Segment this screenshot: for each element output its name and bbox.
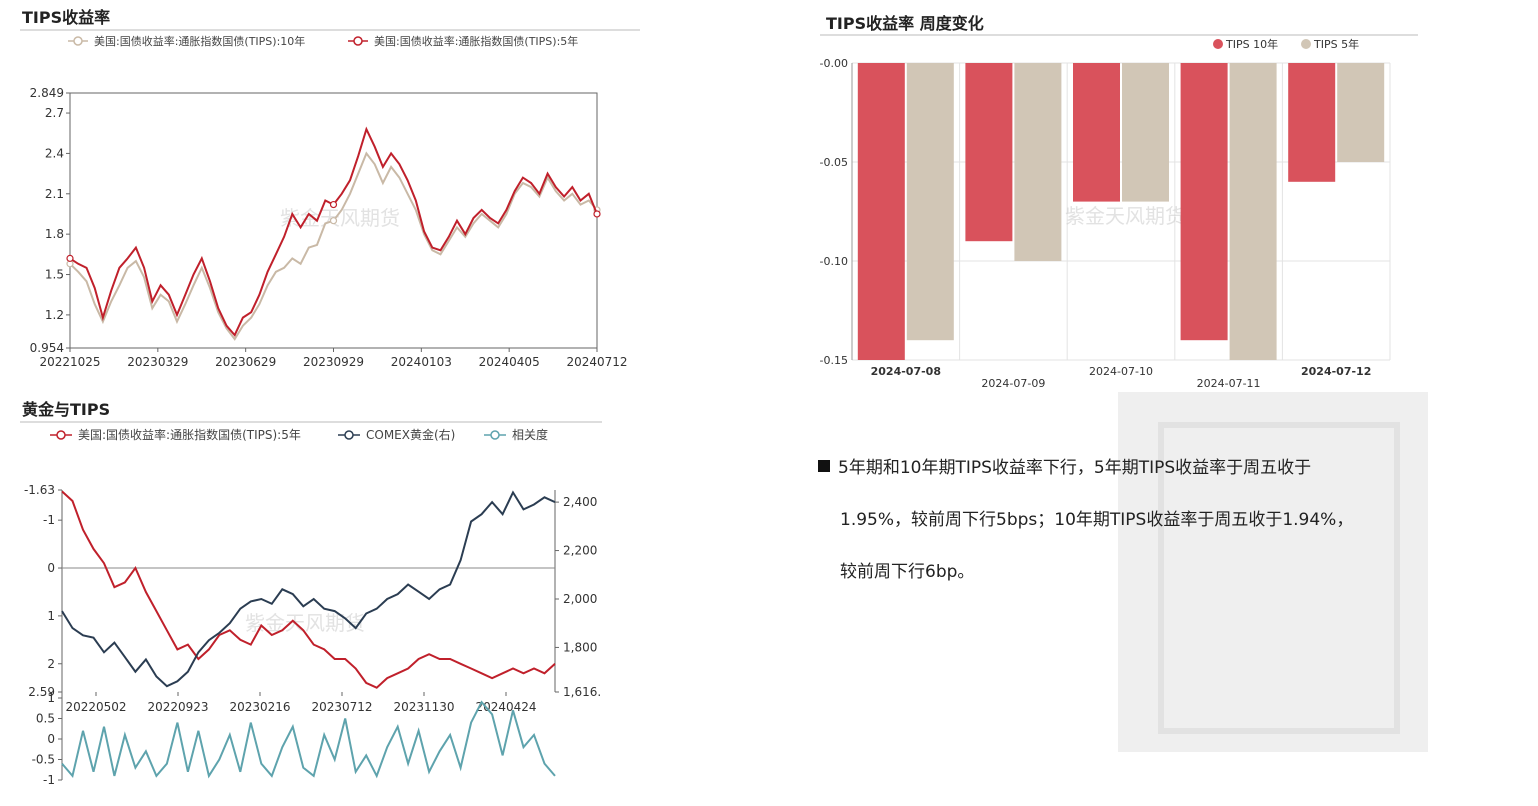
bar-tips10 — [857, 63, 905, 360]
x-tick-label: 20240712 — [566, 355, 627, 369]
legend-marker-gold — [344, 430, 354, 440]
x-tick-label: 2024-07-08 — [871, 365, 941, 378]
series-point-five_year — [329, 200, 338, 209]
series-point-five_year — [66, 254, 74, 262]
x-tick-label: 20230712 — [311, 700, 372, 714]
panel-title-weekly-change: TIPS收益率 周度变化 — [826, 14, 984, 33]
bar-tips5 — [1122, 63, 1169, 202]
bar-tips5 — [906, 63, 954, 341]
legend-marker-tips10 — [1213, 39, 1223, 49]
bar-tips10 — [1073, 63, 1120, 202]
corr-tick-label: -0.5 — [32, 753, 55, 767]
left-tick-label: 2.59 — [28, 685, 55, 699]
y-tick-label: 0.954 — [30, 341, 64, 355]
legend-label-tips10: TIPS 10年 — [1225, 37, 1278, 51]
x-tick-label: 20230329 — [127, 355, 188, 369]
y-tick-label: 1.8 — [45, 227, 64, 241]
x-tick-label: 20230929 — [303, 355, 364, 369]
series-line-tips5 — [61, 490, 556, 689]
x-tick-label: 20231130 — [393, 700, 454, 714]
watermark-text: 紫金天风期货 — [280, 206, 400, 230]
tips-yield-chart: 美国:国债收益率:通胀指数国债(TIPS):10年 美国:国债收益率:通胀指数国债… — [20, 29, 640, 369]
legend-label-ten_year: 美国:国债收益率:通胀指数国债(TIPS):10年 — [94, 34, 305, 48]
x-tick-label: 20220502 — [65, 700, 126, 714]
x-tick-label: 20230629 — [215, 355, 276, 369]
left-tick-label: -1.63 — [24, 483, 55, 497]
bar-tips5 — [1014, 63, 1062, 261]
panel-title-gold-tips: 黄金与TIPS — [22, 400, 111, 419]
seal-watermark — [1118, 392, 1428, 752]
corr-tick-label: 0 — [47, 732, 55, 746]
x-tick-label: 2024-07-09 — [981, 377, 1045, 390]
corr-tick-label: -1 — [43, 773, 55, 787]
y-tick-label: 2.4 — [45, 146, 64, 160]
y-tick-label: 2.1 — [45, 187, 64, 201]
panel-title-tips-yield: TIPS收益率 — [22, 8, 111, 27]
legend-label-tips5: 美国:国债收益率:通胀指数国债(TIPS):5年 — [78, 427, 301, 442]
summary-line-2: 1.95%，较前周下行5bps；10年期TIPS收益率于周五收于1.94%， — [840, 510, 1354, 530]
legend-marker-five_year — [353, 36, 363, 46]
bar-tips5 — [1229, 63, 1277, 360]
y-tick-label: 2.7 — [45, 106, 64, 120]
right-tick-label: 2,000 — [563, 592, 597, 606]
series-point-five_year — [593, 210, 601, 218]
y-tick-label: -0.10 — [820, 255, 848, 268]
legend-label-tips5: TIPS 5年 — [1313, 37, 1359, 51]
x-tick-label: 2024-07-12 — [1301, 365, 1371, 378]
left-tick-label: 1 — [47, 609, 55, 623]
y-tick-label: -0.00 — [820, 57, 848, 70]
series-line-gold — [61, 490, 556, 688]
series-line-ten_year — [69, 151, 598, 341]
y-tick-label: 1.5 — [45, 268, 64, 282]
bar-tips10 — [1180, 63, 1228, 341]
x-tick-label: 20240103 — [391, 355, 452, 369]
bullet-square — [818, 460, 830, 472]
legend-marker-tips5 — [56, 430, 66, 440]
x-tick-label: 20240424 — [475, 700, 536, 714]
legend-label-gold: COMEX黄金(右) — [366, 427, 455, 442]
summary-line-3: 较前周下行6bp。 — [840, 562, 975, 582]
y-tick-label: 2.849 — [30, 86, 64, 100]
x-tick-label: 2024-07-11 — [1197, 377, 1261, 390]
right-tick-label: 1,616. — [563, 685, 601, 699]
legend-marker-corr — [490, 430, 500, 440]
left-tick-label: 2 — [47, 657, 55, 671]
y-tick-label: 1.2 — [45, 308, 64, 322]
series-line-corr — [61, 700, 556, 779]
x-tick-label: 20230216 — [229, 700, 290, 714]
x-tick-label: 20220923 — [147, 700, 208, 714]
legend-marker-ten_year — [73, 36, 83, 46]
x-tick-label: 2024-07-10 — [1089, 365, 1153, 378]
weekly-change-chart: TIPS 10年 TIPS 5年 -0.00 -0.05 -0.10 -0.15 紫金天风期… — [820, 34, 1418, 390]
bar-tips10 — [1288, 63, 1336, 182]
watermark-text: 紫金天风期货 — [1065, 204, 1185, 228]
legend-marker-tips5 — [1301, 39, 1311, 49]
bar-tips5 — [1337, 63, 1385, 162]
y-tick-label: -0.15 — [820, 354, 848, 367]
left-tick-label: -1 — [43, 513, 55, 527]
y-tick-label: -0.05 — [820, 156, 848, 169]
x-tick-label: 20240405 — [479, 355, 540, 369]
corr-tick-label: 1 — [47, 691, 55, 705]
series-line-five_year — [69, 126, 598, 337]
right-tick-label: 1,800 — [563, 640, 597, 654]
right-tick-label: 2,200 — [563, 544, 597, 558]
x-tick-label: 20221025 — [39, 355, 100, 369]
legend-label-corr: 相关度 — [512, 427, 548, 442]
right-tick-label: 2,400 — [563, 495, 597, 509]
corr-tick-label: 0.5 — [36, 712, 55, 726]
bar-tips10 — [965, 63, 1013, 242]
legend-label-five_year: 美国:国债收益率:通胀指数国债(TIPS):5年 — [374, 34, 578, 48]
series-point-ten_year — [329, 217, 338, 225]
summary-paragraph: 5年期和10年期TIPS收益率下行，5年期TIPS收益率于周五收于 1.95%，… — [818, 442, 1458, 598]
gold-tips-chart: 美国:国债收益率:通胀指数国债(TIPS):5年 COMEX黄金(右) 相关度 -1.… — [20, 421, 602, 787]
summary-line-1: 5年期和10年期TIPS收益率下行，5年期TIPS收益率于周五收于 — [838, 458, 1312, 478]
left-tick-label: 0 — [47, 561, 55, 575]
